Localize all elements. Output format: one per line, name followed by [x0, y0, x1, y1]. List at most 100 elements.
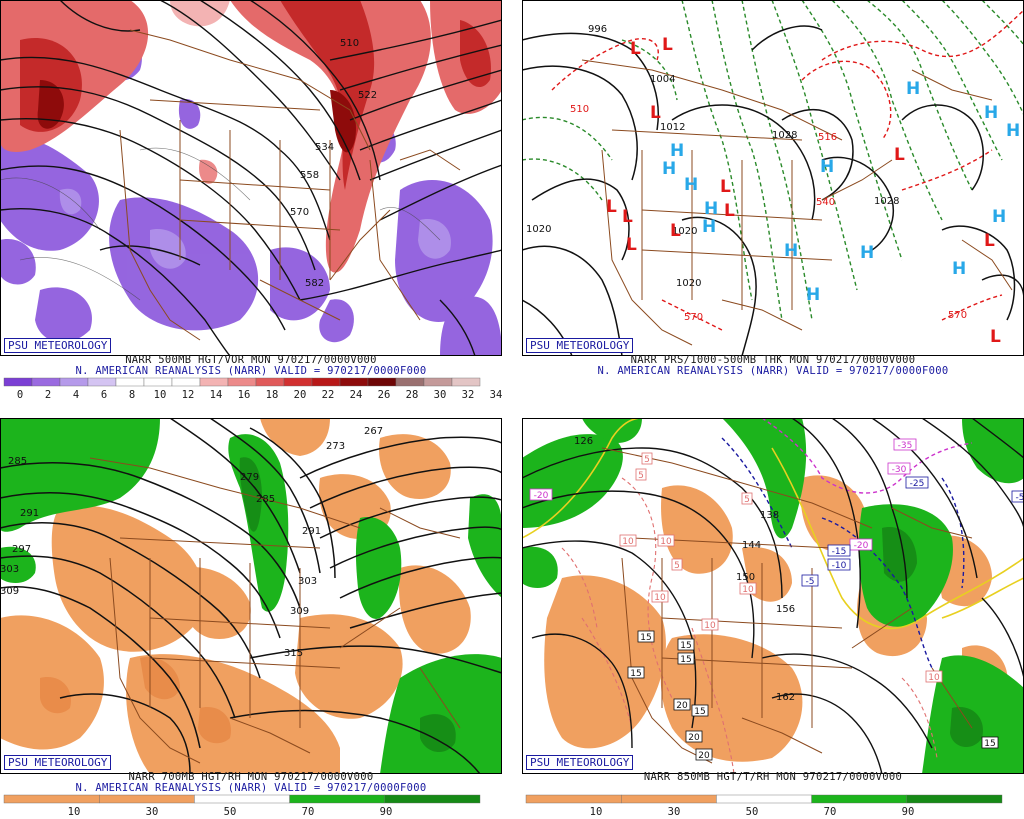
temperature-label: 5	[635, 468, 647, 481]
colorbar-tick-label: 90	[380, 806, 393, 818]
colorbar-segment	[451, 377, 481, 387]
thickness-label: 570	[684, 312, 703, 323]
svg-text:-10: -10	[832, 561, 847, 571]
svg-text:5: 5	[674, 561, 680, 571]
low-symbol: L	[724, 201, 735, 221]
colorbar-tick-label: 18	[266, 389, 279, 401]
height-contours	[522, 418, 1024, 774]
colorbar-tick-label: 34	[490, 389, 503, 401]
colorbar-tick-label: 50	[224, 806, 237, 818]
colorbar-segment	[199, 377, 229, 387]
contour-label: 510	[340, 38, 359, 49]
colorbar-tick-label: 24	[350, 389, 363, 401]
high-pressure-centers: H H H H H H H H H H H H H H	[662, 79, 1020, 305]
height-labels: 267 273 279 285 285 291 291 297 303 303 …	[0, 426, 383, 659]
colorbar-tick-label: 2	[45, 389, 51, 401]
product-caption: NARR 700MB HGT/RH MON 970217/0000V000	[128, 771, 374, 783]
map-500mb-vorticity: 510 534 558 570 582 522 PSU METEOROLOGY	[0, 0, 502, 356]
low-symbol: L	[990, 327, 1001, 347]
thickness-contours-warm	[551, 9, 1024, 331]
panel-700mb-rh: 267 273 279 285 285 291 291 297 303 303 …	[0, 418, 502, 819]
panel-500mb-vorticity: 510 534 558 570 582 522 PSU METEOROLOGY …	[0, 0, 502, 402]
contour-label: 309	[0, 586, 19, 597]
colorbar-segment	[3, 794, 100, 804]
panel-850mb-temperature: 126 138 144 150 156 162 -35 -30 -25 -20 -20-…	[522, 418, 1024, 819]
product-caption: NARR 500MB HGT/VOR MON 970217/0000V000	[125, 354, 377, 366]
low-symbol: L	[622, 207, 633, 227]
temperature-label: -30	[887, 462, 911, 475]
psu-meteorology-badge: PSU METEOROLOGY	[4, 338, 112, 353]
colorbar-segment	[367, 377, 397, 387]
product-caption: NARR 850MB HGT/T/RH MON 970217/0000V000	[643, 771, 903, 783]
svg-text:15: 15	[694, 707, 705, 717]
colorbar-tick-label: 26	[378, 389, 391, 401]
height-contours	[0, 0, 502, 356]
low-symbol: L	[662, 35, 673, 55]
colorbar-tick-label: 50	[746, 806, 759, 818]
colorbar-tick-label: 14	[210, 389, 223, 401]
colorbar-tick-label: 70	[302, 806, 315, 818]
high-symbol: H	[992, 207, 1006, 227]
svg-text:10: 10	[654, 593, 666, 603]
svg-text:5: 5	[744, 495, 750, 505]
colorbar-segment	[906, 794, 1003, 804]
contour-label: 126	[574, 436, 593, 447]
thickness-contours-cold	[522, 0, 1024, 321]
temperature-label: -25	[905, 476, 929, 489]
thickness-label: 510	[570, 104, 589, 115]
contour-label: 144	[742, 540, 761, 551]
colorbar-tick-label: 70	[824, 806, 837, 818]
isobar-label: 1004	[650, 74, 675, 85]
temperature-label: -10	[827, 558, 851, 571]
contour-label: 138	[760, 510, 779, 521]
colorbar-segment	[98, 794, 195, 804]
colorbar-tick-label: 8	[129, 389, 135, 401]
svg-text:-25: -25	[910, 479, 925, 489]
contour-label: 297	[12, 544, 31, 555]
thickness-label: 540	[816, 197, 835, 208]
colorbar-tick-label: 16	[238, 389, 251, 401]
colorbar-tick-label: 0	[17, 389, 23, 401]
svg-text:-20: -20	[854, 541, 869, 551]
low-symbol: L	[984, 231, 995, 251]
low-symbol: L	[606, 197, 617, 217]
psu-meteorology-badge: PSU METEOROLOGY	[526, 755, 634, 770]
high-symbol: H	[906, 79, 920, 99]
moist-rh-shading	[522, 418, 1024, 774]
svg-text:15: 15	[680, 641, 691, 651]
isotherms-warm	[561, 477, 938, 774]
colorbar-tick-label: 30	[434, 389, 447, 401]
contour-label: 315	[284, 648, 303, 659]
colorbar-tick-label: 30	[668, 806, 681, 818]
colorbar-segment	[716, 794, 812, 804]
high-symbol: H	[1006, 121, 1020, 141]
svg-text:20: 20	[698, 751, 710, 761]
colorbar-tick-label: 32	[462, 389, 475, 401]
valid-time-caption: N. AMERICAN REANALYSIS (NARR) VALID = 97…	[597, 365, 949, 377]
svg-text:5: 5	[644, 455, 650, 465]
contour-label: 291	[20, 508, 39, 519]
temperature-label: -15	[827, 544, 851, 557]
colorbar-tick-label: 90	[902, 806, 915, 818]
isobar-label: 996	[588, 24, 607, 35]
psu-meteorology-badge: PSU METEOROLOGY	[4, 755, 112, 770]
isobar-labels: 996 1004 1012 1020 1020 1020 1028 1028 5…	[526, 24, 967, 323]
temperature-label: 15	[627, 666, 645, 679]
temperature-label: -20	[849, 538, 873, 551]
temperature-label: 10	[651, 590, 669, 603]
svg-text:10: 10	[622, 537, 634, 547]
colorbar-segment	[525, 794, 622, 804]
contour-label: 285	[256, 494, 275, 505]
contour-label: 162	[776, 692, 795, 703]
valid-time-caption: N. AMERICAN REANALYSIS (NARR) VALID = 97…	[75, 365, 427, 377]
isobar-label: 1028	[874, 196, 899, 207]
contour-label: 267	[364, 426, 383, 437]
colorbar-tick-label: 10	[590, 806, 603, 818]
temperature-label: 15	[981, 736, 999, 749]
svg-text:15: 15	[680, 655, 691, 665]
low-symbol: L	[670, 221, 681, 241]
temperature-label: 5	[741, 492, 753, 505]
political-boundaries	[581, 59, 1013, 346]
contour-label: 582	[305, 278, 324, 289]
isotherm-freezing	[522, 418, 1024, 630]
